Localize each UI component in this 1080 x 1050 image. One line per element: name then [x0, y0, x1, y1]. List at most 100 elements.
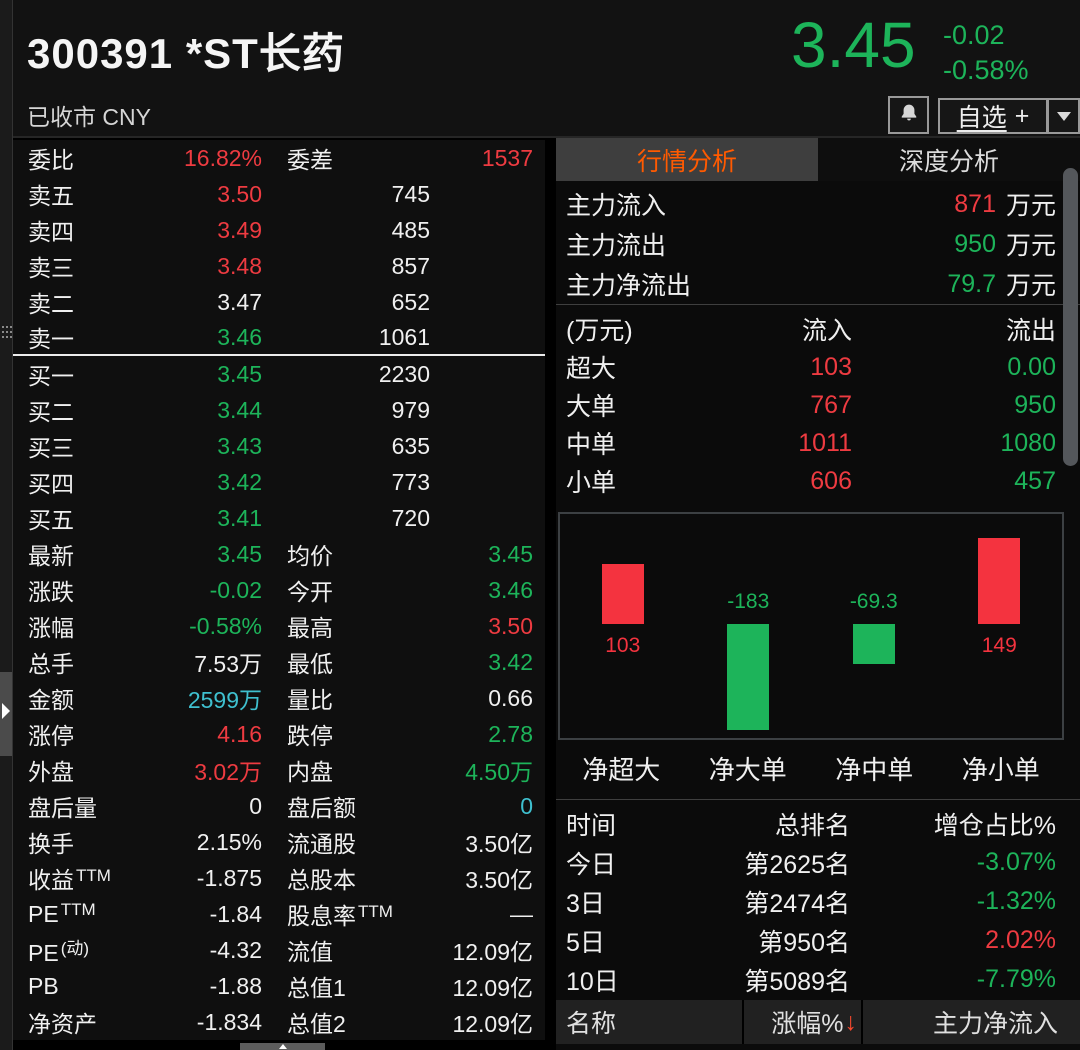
rank-value: 第950名: [758, 928, 850, 957]
flow-value: 79.7: [947, 269, 996, 298]
outflow-header: 流出: [1005, 317, 1056, 345]
ask-price[interactable]: 3.47: [217, 288, 262, 315]
stat-row: PB -1.88 总值1 12.09亿: [13, 968, 545, 1004]
flow-label: 主力净流出: [566, 272, 692, 300]
time-label: 今日: [566, 850, 617, 879]
bid-level-label: 买三: [28, 435, 74, 461]
stat-row: 最新 3.45 均价 3.45: [13, 536, 545, 572]
stat-value: 3.42: [488, 648, 533, 675]
add-watchlist-button[interactable]: 自选 +: [938, 98, 1048, 134]
bid-price[interactable]: 3.42: [217, 468, 262, 495]
stat-label: 最新: [28, 543, 74, 569]
net-flow-bar: [978, 538, 1021, 624]
ask-price[interactable]: 3.46: [217, 323, 262, 350]
section-divider: [556, 799, 1080, 800]
inflow-value: 103: [810, 352, 852, 381]
stat-label: PE TTM: [28, 900, 96, 927]
stat-label: 跌停: [287, 723, 333, 749]
last-price: 3.45: [791, 9, 916, 81]
stat-value: —: [510, 900, 533, 927]
stat-value: -1.88: [209, 972, 262, 999]
expand-bottom-panel-handle[interactable]: [240, 1043, 325, 1050]
stock-code-name: 300391 *ST长药: [27, 30, 345, 77]
bid-qty: 773: [391, 468, 430, 495]
price-change-pct: -0.58%: [943, 55, 1029, 85]
stat-value: 3.50: [488, 612, 533, 639]
net-flow-bar-cell: 149: [937, 514, 1063, 738]
market-status: 已收市 CNY: [27, 104, 151, 130]
net-flow-bar-chart: 103 -183 -69.3 149: [558, 512, 1064, 740]
bid-price[interactable]: 3.45: [217, 360, 262, 387]
stat-value: 12.09亿: [452, 975, 533, 1001]
net-flow-bar-cell: -183: [686, 514, 812, 738]
stat-value: 3.45: [217, 540, 262, 567]
tab-depth-analysis[interactable]: 深度分析: [818, 138, 1080, 181]
stat-label: 净资产: [28, 1011, 97, 1037]
stat-value: 12.09亿: [452, 939, 533, 965]
stat-row: 涨停 4.16 跌停 2.78: [13, 716, 545, 752]
stat-label: 今开: [287, 579, 333, 605]
stat-value: -1.84: [209, 900, 262, 927]
net-flow-bar-cell: -69.3: [811, 514, 937, 738]
inflow-header: 流入: [801, 317, 852, 345]
stock-list-header: 名称 涨幅% ↓ 主力净流入: [556, 1000, 1080, 1044]
expand-panel-arrow-icon[interactable]: [2, 703, 10, 719]
bid-level-label: 买一: [28, 363, 74, 389]
stat-value: 4.50万: [465, 759, 533, 785]
flow-table-header: (万元) 流入 流出: [556, 310, 1080, 348]
stat-row: 总手 7.53万 最低 3.42: [13, 644, 545, 680]
ask-qty: 652: [391, 288, 430, 315]
order-size-label: 中单: [566, 431, 617, 459]
inflow-value: 767: [810, 390, 852, 419]
ask-level-label: 卖五: [28, 183, 74, 209]
column-main-net-inflow[interactable]: 主力净流入: [863, 1000, 1080, 1044]
flow-unit: 万元: [1005, 192, 1056, 220]
main-inflow-row: 主力流入 871 万元: [556, 184, 1080, 224]
panel-splitter[interactable]: [0, 0, 13, 1050]
weibi-value: 16.82%: [183, 144, 262, 171]
stat-value: 4.16: [217, 720, 262, 747]
stat-label: 涨跌: [28, 579, 74, 605]
stat-value: -1.834: [196, 1008, 262, 1035]
ask-row: 卖二 3.47 652: [13, 284, 545, 320]
bid-price[interactable]: 3.43: [217, 432, 262, 459]
stat-label: 内盘: [287, 759, 333, 785]
flow-unit: 万元: [1005, 232, 1056, 260]
stat-label: PB: [28, 972, 59, 999]
stat-value: 12.09亿: [452, 1011, 533, 1037]
stat-label: 金额: [28, 687, 74, 713]
flow-table-row: 小单 606 457: [556, 462, 1080, 500]
vertical-scrollbar-thumb[interactable]: [1063, 168, 1078, 466]
ask-price[interactable]: 3.48: [217, 252, 262, 279]
stat-row: 金额 2599万 量比 0.66: [13, 680, 545, 716]
flow-label: 主力流出: [566, 232, 667, 260]
stat-row: 净资产 -1.834 总值2 12.09亿: [13, 1004, 545, 1040]
main-outflow-row: 主力流出 950 万元: [556, 224, 1080, 264]
tab-market-analysis[interactable]: 行情分析: [556, 138, 818, 181]
ask-qty: 485: [391, 216, 430, 243]
watchlist-dropdown-button[interactable]: [1047, 98, 1080, 134]
bid-qty: 720: [391, 504, 430, 531]
alert-button[interactable]: [888, 96, 929, 134]
column-change-pct-sorted[interactable]: 涨幅% ↓: [744, 1000, 861, 1044]
stat-value: 3.50亿: [465, 831, 533, 857]
stat-label: 均价: [287, 543, 333, 569]
ask-price[interactable]: 3.49: [217, 216, 262, 243]
ask-level-label: 卖三: [28, 255, 74, 281]
stat-label: PE (动): [28, 938, 90, 966]
bid-price[interactable]: 3.41: [217, 504, 262, 531]
stat-value: -0.02: [209, 576, 262, 603]
stat-value: -1.875: [196, 864, 262, 891]
net-flow-bar: [727, 624, 770, 730]
sort-desc-arrow-icon: ↓: [844, 1007, 858, 1036]
stat-value: 2.15%: [196, 828, 262, 855]
change-pct-header-label: 涨幅%: [771, 1010, 844, 1038]
time-label: 10日: [566, 967, 619, 996]
bid-price[interactable]: 3.44: [217, 396, 262, 423]
column-name[interactable]: 名称: [556, 1000, 742, 1044]
net-flow-bar: [601, 564, 644, 624]
drag-handle-icon[interactable]: [2, 326, 4, 328]
ask-price[interactable]: 3.50: [217, 180, 262, 207]
net-flow-bar-value: -69.3: [849, 590, 898, 613]
